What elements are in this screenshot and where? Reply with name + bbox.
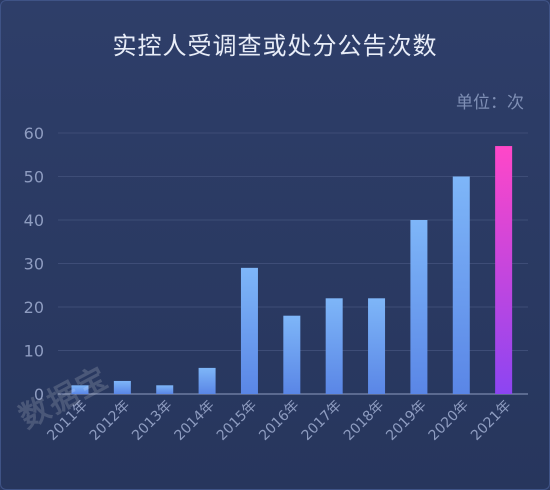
bar-2016年 <box>283 315 301 394</box>
x-tick-label: 2016年 <box>256 398 302 444</box>
bar-2020年 <box>452 176 470 394</box>
bar-2017年 <box>325 298 343 394</box>
y-tick-label: 60 <box>24 124 44 143</box>
y-tick-label: 50 <box>24 168 44 187</box>
bar-2018年 <box>368 298 386 394</box>
x-tick-label: 2018年 <box>341 398 387 444</box>
unit-label: 单位：次 <box>456 93 524 113</box>
y-tick-label: 20 <box>24 298 44 317</box>
chart-title: 实控人受调查或处分公告次数 <box>112 32 438 60</box>
x-tick-label: 2014年 <box>172 398 218 444</box>
y-tick-label: 10 <box>24 342 44 361</box>
bar-2021年 <box>495 146 513 394</box>
x-tick-label: 2019年 <box>383 398 429 444</box>
bar-2012年 <box>113 380 131 394</box>
bar-2019年 <box>410 220 428 394</box>
x-tick-label: 2021年 <box>468 398 514 444</box>
bar-2015年 <box>240 267 258 394</box>
x-tick-label: 2012年 <box>87 398 133 444</box>
bar-2013年 <box>156 385 174 394</box>
x-tick-label: 2020年 <box>426 398 472 444</box>
bar-2011年 <box>71 385 89 394</box>
x-tick-label: 2013年 <box>129 398 175 444</box>
bar-2014年 <box>198 367 216 394</box>
y-tick-label: 40 <box>24 211 44 230</box>
x-tick-label: 2017年 <box>299 398 345 444</box>
y-tick-label: 30 <box>24 255 44 274</box>
x-tick-label: 2015年 <box>214 398 260 444</box>
y-tick-label: 0 <box>34 385 44 404</box>
